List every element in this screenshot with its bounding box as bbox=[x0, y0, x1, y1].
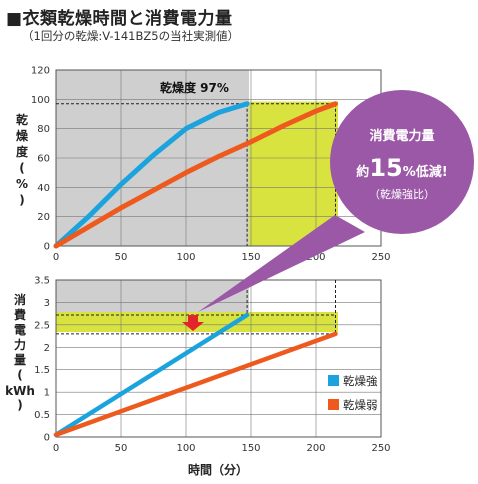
y-tick-label: 0 bbox=[44, 433, 50, 444]
x-tick-label: 200 bbox=[306, 252, 325, 263]
callout-bubble bbox=[330, 90, 474, 234]
y-tick-label: 40 bbox=[37, 183, 50, 194]
energy-chart: 0 0.5 1 1.5 2 2.5 3 3.5 0 50 100 150 200 250 消費電力量(k… bbox=[5, 276, 390, 478]
y-tick-label: 1 bbox=[44, 388, 50, 399]
gray-region-bottom bbox=[56, 280, 249, 312]
callout-line2: 約15%低減! bbox=[356, 154, 447, 182]
svg-text:乾燥度(%): 乾燥度(%) bbox=[16, 112, 29, 207]
svg-text:消費電力量(kWh): 消費電力量(kWh) bbox=[5, 292, 35, 412]
legend-swatch-weak bbox=[328, 399, 339, 410]
x-tick-label: 150 bbox=[241, 443, 260, 454]
dryness-annotation: 乾燥度 97% bbox=[160, 80, 229, 95]
series-line-strong bbox=[53, 312, 250, 438]
y-axis-label-dryness: 乾燥度(%) bbox=[16, 112, 29, 207]
callout-suffix: %低減! bbox=[403, 164, 448, 180]
x-tick-label: 150 bbox=[241, 252, 260, 263]
series-line-weak bbox=[53, 331, 338, 438]
legend-label-strong: 乾燥強 bbox=[343, 374, 378, 388]
chart-title: ■衣類乾燥時間と消費電力量 bbox=[6, 9, 233, 29]
reduction-callout: 消費電力量 約15%低減! （乾燥強比） bbox=[198, 90, 474, 312]
callout-percent: 15 bbox=[369, 154, 402, 182]
y-tick-label: 120 bbox=[31, 66, 50, 77]
x-tick-label: 50 bbox=[115, 443, 128, 454]
legend-label-weak: 乾燥弱 bbox=[343, 398, 378, 412]
callout-prefix: 約 bbox=[356, 164, 369, 180]
y-tick-label: 3 bbox=[44, 298, 50, 309]
legend-swatch-strong bbox=[328, 375, 339, 386]
y-tick-label: 1.5 bbox=[34, 365, 50, 376]
x-tick-label: 0 bbox=[53, 252, 59, 263]
callout-line1: 消費電力量 bbox=[369, 128, 434, 144]
x-tick-label: 250 bbox=[371, 443, 390, 454]
x-tick-label: 0 bbox=[53, 443, 59, 454]
y-tick-label: 2.5 bbox=[34, 320, 50, 331]
series-line-strong bbox=[53, 101, 250, 249]
y-tick-label: 100 bbox=[31, 95, 50, 106]
series-line-weak bbox=[53, 101, 338, 249]
y-tick-label: 20 bbox=[37, 212, 50, 223]
x-axis-label: 時間（分） bbox=[188, 462, 248, 477]
legend: 乾燥強 乾燥弱 bbox=[328, 374, 378, 412]
callout-line3: （乾燥強比） bbox=[369, 188, 435, 201]
x-tick-label: 100 bbox=[176, 252, 195, 263]
y-tick-label: 60 bbox=[37, 154, 50, 165]
y-axis-label-energy: 消費電力量(kWh) bbox=[5, 292, 35, 412]
y-tick-label: 3.5 bbox=[34, 276, 50, 287]
y-tick-label: 2 bbox=[44, 343, 50, 354]
callout-pointer bbox=[198, 215, 365, 312]
highlight-region bbox=[249, 101, 338, 246]
y-tick-label: 0.5 bbox=[34, 410, 50, 421]
x-tick-label: 100 bbox=[176, 443, 195, 454]
x-tick-label: 50 bbox=[115, 252, 128, 263]
x-tick-label: 200 bbox=[306, 443, 325, 454]
y-tick-label: 80 bbox=[37, 124, 50, 135]
chart-subtitle: （1回分の乾燥:V-141BZ5の当社実測値） bbox=[22, 29, 240, 43]
plot-frame-bottom bbox=[55, 279, 382, 438]
y-tick-label: 0 bbox=[44, 242, 50, 253]
reduction-arrow bbox=[182, 315, 204, 331]
x-tick-label: 250 bbox=[371, 252, 390, 263]
